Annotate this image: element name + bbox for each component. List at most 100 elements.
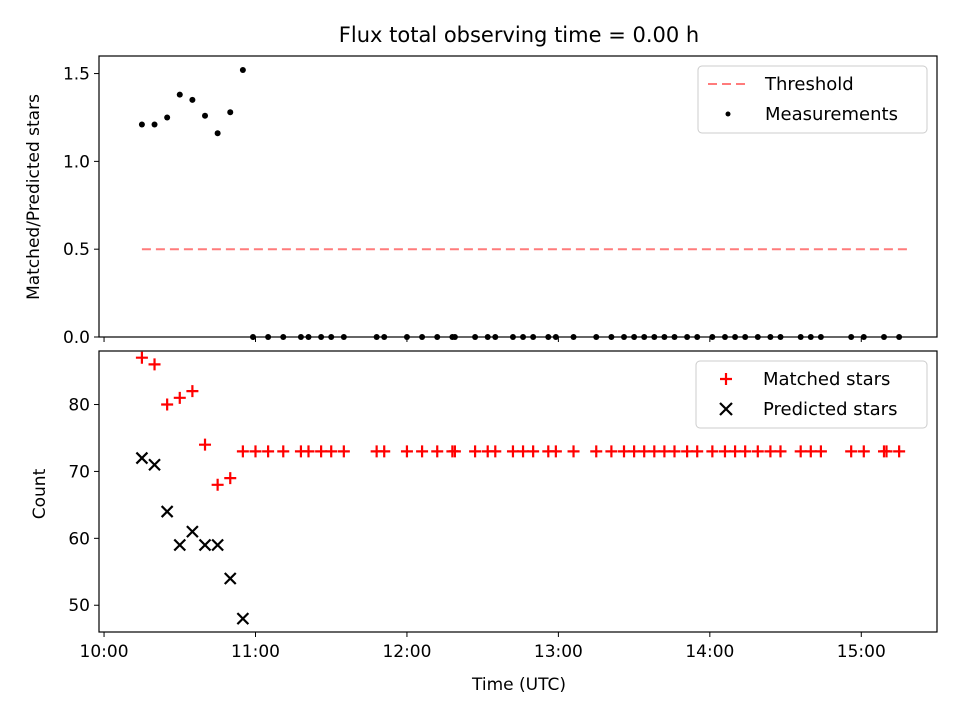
matched-stars-point xyxy=(764,445,777,458)
y-tick-label: 1.0 xyxy=(63,152,90,172)
top-y-axis: 0.0 0.5 1.0 1.5 xyxy=(63,65,99,348)
y-tick-label: 60 xyxy=(68,529,90,549)
measurements-point xyxy=(202,112,209,119)
top-plot-area xyxy=(138,67,912,340)
matched-stars-point xyxy=(718,445,731,458)
matched-stars-point xyxy=(628,445,641,458)
top-x-axis xyxy=(103,337,862,342)
matched-stars-point xyxy=(691,445,704,458)
top-axes-frame xyxy=(98,55,938,338)
matched-stars-point xyxy=(527,445,540,458)
legend-label: Predicted stars xyxy=(763,399,897,420)
predicted-stars-point xyxy=(223,572,237,585)
matched-stars-point xyxy=(618,445,631,458)
matched-stars-point xyxy=(658,445,671,458)
matched-stars-point xyxy=(857,445,870,458)
matched-stars-point xyxy=(199,438,212,451)
x-tick-label: 15:00 xyxy=(837,642,886,662)
matched-stars-point xyxy=(337,445,350,458)
measurements-point xyxy=(189,96,196,103)
matched-stars-point xyxy=(751,445,764,458)
predicted-stars-point xyxy=(173,538,187,552)
y-tick-label: 70 xyxy=(68,462,90,482)
top-panel: 0.0 0.5 1.0 1.5 Matched/Predicted stars Thr… xyxy=(24,55,938,348)
matched-stars-point xyxy=(774,445,787,458)
legend-label: Threshold xyxy=(764,74,854,95)
matched-stars-point xyxy=(173,391,186,404)
matched-stars-point xyxy=(400,445,413,458)
measurements-point xyxy=(151,121,158,128)
matched-stars-point xyxy=(262,445,275,458)
measurements-point xyxy=(176,91,183,98)
matched-stars-point xyxy=(186,385,199,398)
matched-stars-point xyxy=(469,445,482,458)
x-tick-label: 14:00 xyxy=(685,642,734,662)
measurements-point xyxy=(227,109,234,116)
legend-label: Measurements xyxy=(765,104,898,125)
matched-stars-point xyxy=(315,445,328,458)
matched-stars-point xyxy=(549,445,562,458)
legend-marker xyxy=(720,373,732,385)
x-axis-label: Time (UTC) xyxy=(471,675,566,695)
predicted-stars-point xyxy=(186,525,199,538)
y-tick-label: 1.5 xyxy=(63,65,90,85)
x-tick-label: 11:00 xyxy=(231,642,280,662)
matched-stars-point xyxy=(224,472,237,485)
matched-stars-point xyxy=(448,445,461,458)
matched-stars-point xyxy=(668,445,681,458)
bottom-legend: Matched stars Predicted stars xyxy=(695,360,928,429)
legend-box xyxy=(695,360,928,429)
matched-stars-point xyxy=(648,445,661,458)
legend-box xyxy=(697,65,928,134)
measurements-point xyxy=(239,67,246,74)
matched-stars-point xyxy=(135,351,148,364)
matched-stars-point xyxy=(277,445,290,458)
matched-stars-point xyxy=(148,358,161,371)
measurements-point xyxy=(164,114,171,121)
x-tick-label: 12:00 xyxy=(382,642,431,662)
matched-stars-point xyxy=(567,445,580,458)
y-tick-label: 0.0 xyxy=(63,328,90,348)
matched-stars-point xyxy=(517,445,530,458)
matched-stars-point xyxy=(416,445,429,458)
matched-stars-point xyxy=(706,445,719,458)
bottom-axes-frame xyxy=(98,350,938,633)
matched-stars-point xyxy=(325,445,338,458)
matched-stars-point xyxy=(378,445,391,458)
matched-stars-point xyxy=(249,445,262,458)
x-tick-label: 13:00 xyxy=(534,642,583,662)
y-tick-label: 0.5 xyxy=(63,240,90,260)
bottom-y-axis: 50 60 70 80 xyxy=(68,396,99,616)
matched-stars-point xyxy=(236,445,249,458)
top-legend: Threshold Measurements xyxy=(697,65,928,134)
matched-stars-point xyxy=(489,445,502,458)
bottom-x-axis: 10:00 11:00 12:00 13:00 14:00 15:00 xyxy=(80,632,886,662)
predicted-stars-point xyxy=(211,538,224,552)
x-tick-label: 10:00 xyxy=(80,642,129,662)
measurements-point xyxy=(214,130,221,137)
predicted-stars-point xyxy=(148,458,161,472)
matched-stars-point xyxy=(880,445,893,458)
matched-stars-point xyxy=(804,445,817,458)
matched-stars-point xyxy=(739,445,752,458)
predicted-stars-point xyxy=(135,451,149,465)
matched-stars-point xyxy=(814,445,827,458)
legend-label: Matched stars xyxy=(763,369,890,390)
legend-marker xyxy=(719,402,733,416)
matched-stars-point xyxy=(638,445,651,458)
matched-stars-point xyxy=(794,445,807,458)
matched-stars-point xyxy=(211,478,224,491)
top-y-axis-label: Matched/Predicted stars xyxy=(24,94,44,300)
matched-stars-point xyxy=(845,445,858,458)
chart-title: Flux total observing time = 0.00 h xyxy=(339,23,699,47)
predicted-stars-point xyxy=(198,538,212,552)
matched-stars-point xyxy=(161,398,174,411)
matched-stars-point xyxy=(681,445,694,458)
y-tick-label: 50 xyxy=(68,596,90,616)
matched-stars-point xyxy=(605,445,618,458)
matched-stars-point xyxy=(729,445,742,458)
y-tick-label: 80 xyxy=(68,396,90,416)
predicted-stars-point xyxy=(160,505,174,518)
